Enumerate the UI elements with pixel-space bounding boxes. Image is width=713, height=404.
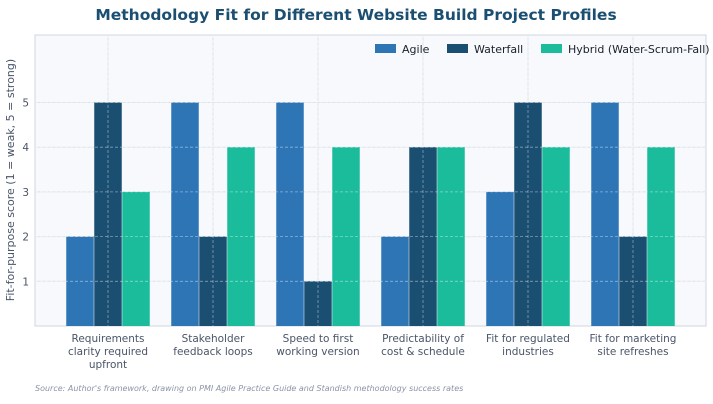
y-axis-label: Fit-for-purpose score (1 = weak, 5 = str… bbox=[4, 59, 17, 301]
bar-hybrid-1 bbox=[227, 147, 255, 326]
bar-agile-1 bbox=[171, 102, 199, 326]
bar-agile-0 bbox=[66, 236, 94, 326]
legend-swatch-waterfall bbox=[447, 44, 468, 53]
bar-hybrid-3 bbox=[437, 147, 465, 326]
legend: Agile Waterfall Hybrid (Water-Scrum-Fall) bbox=[375, 43, 710, 56]
bar-agile-4 bbox=[486, 191, 514, 326]
axis-layer: 1 2 3 4 5 Requirements clarity required upfront… bbox=[22, 98, 676, 372]
y-tick-label: 1 bbox=[22, 276, 29, 288]
x-tick-label: Requirements clarity required upfront bbox=[68, 333, 148, 371]
bar-waterfall-2 bbox=[304, 281, 332, 326]
y-tick-label: 2 bbox=[22, 232, 29, 244]
y-tick-label: 3 bbox=[22, 187, 29, 199]
bar-hybrid-5 bbox=[647, 147, 675, 326]
legend-label-hybrid: Hybrid (Water-Scrum-Fall) bbox=[568, 43, 710, 56]
source-note: Source: Author's framework, drawing on P… bbox=[35, 384, 463, 393]
bar-agile-2 bbox=[276, 102, 304, 326]
legend-swatch-agile bbox=[375, 44, 396, 53]
x-tick-label: Predictability of cost & schedule bbox=[381, 333, 465, 358]
bar-hybrid-4 bbox=[542, 147, 570, 326]
bar-agile-3 bbox=[381, 236, 409, 326]
bar-hybrid-0 bbox=[122, 191, 150, 326]
bar-waterfall-4 bbox=[514, 102, 542, 326]
bar-waterfall-1 bbox=[199, 236, 227, 326]
x-tick-label: Stakeholder feedback loops bbox=[173, 333, 252, 358]
x-tick-label: Speed to first working version bbox=[276, 333, 359, 358]
x-tick-label: Fit for marketing site refreshes bbox=[590, 333, 677, 358]
chart-title: Methodology Fit for Different Website Bu… bbox=[95, 6, 616, 24]
bar-waterfall-5 bbox=[619, 236, 647, 326]
bar-hybrid-2 bbox=[332, 147, 360, 326]
x-tick-label: Fit for regulated industries bbox=[486, 333, 570, 358]
bars-layer bbox=[35, 35, 706, 326]
bar-waterfall-3 bbox=[409, 147, 437, 326]
y-tick-label: 5 bbox=[22, 98, 29, 110]
bar-agile-5 bbox=[591, 102, 619, 326]
y-tick-label: 4 bbox=[22, 142, 29, 154]
legend-swatch-hybrid bbox=[541, 44, 562, 53]
bar-waterfall-0 bbox=[94, 102, 122, 326]
legend-label-agile: Agile bbox=[402, 43, 430, 56]
legend-label-waterfall: Waterfall bbox=[474, 43, 523, 56]
